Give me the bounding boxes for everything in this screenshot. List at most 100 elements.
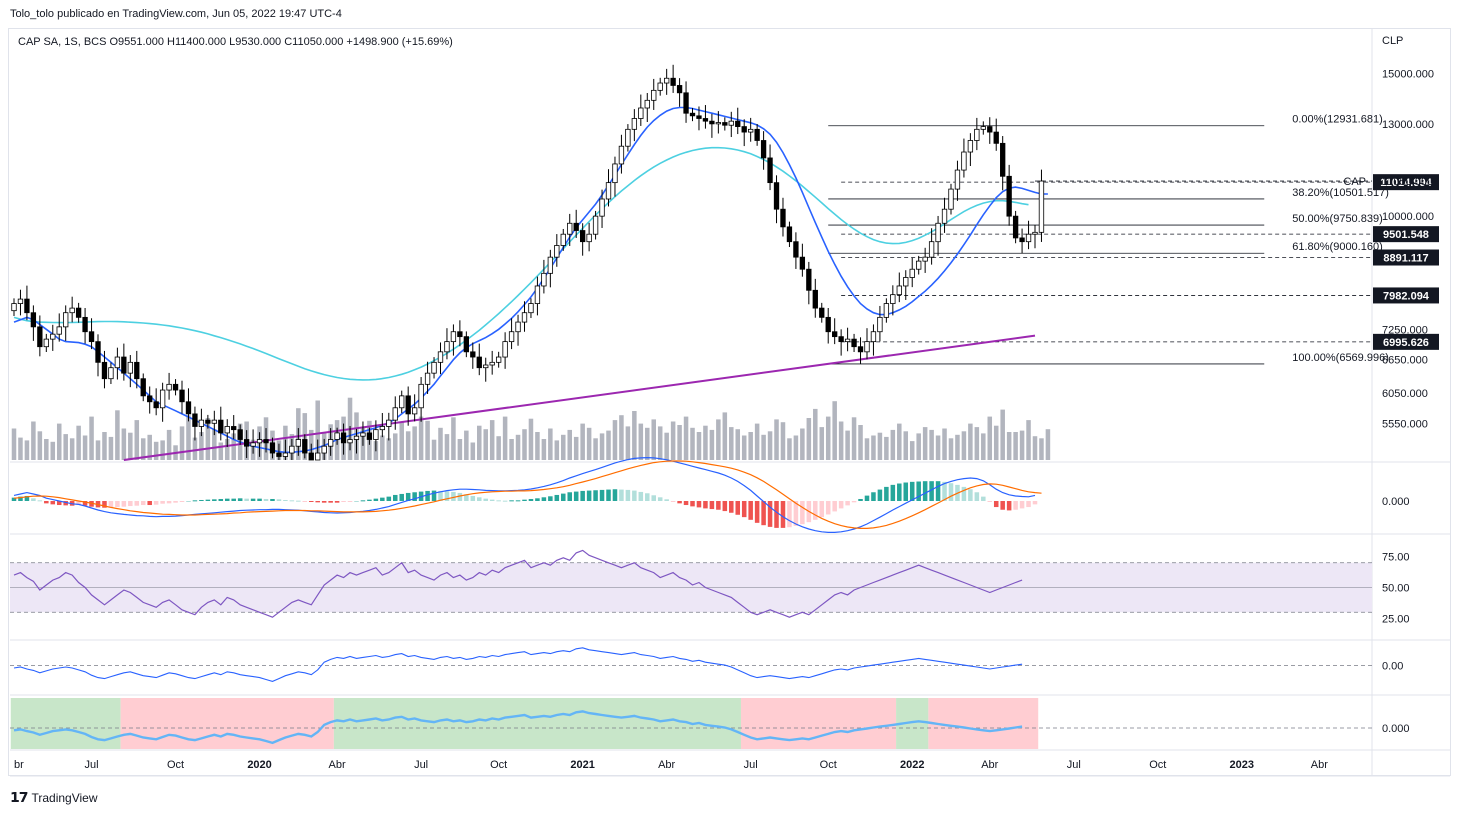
candle-body <box>961 151 967 171</box>
candle-body <box>702 118 709 122</box>
candle-body <box>715 122 722 125</box>
macd-histogram-bar <box>392 494 398 501</box>
volume-bar <box>502 416 508 460</box>
candle-body <box>127 361 133 374</box>
volume-bar <box>548 428 553 460</box>
candle-body <box>282 452 289 457</box>
candle-body <box>567 222 573 235</box>
macd-histogram-bar <box>541 497 547 501</box>
candle-body <box>347 439 353 444</box>
macd-histogram-bar <box>192 500 198 502</box>
macd-histogram-bar <box>767 501 773 527</box>
volume-bar <box>76 425 81 460</box>
volume-bar <box>813 408 818 460</box>
candle-body <box>159 389 166 409</box>
time-tick-label: 2023 <box>1230 759 1254 771</box>
tradingview-logo-icon: 𝟭𝟳 <box>10 789 29 805</box>
macd-histogram-bar <box>231 498 236 501</box>
candle-body <box>237 429 243 440</box>
price-tick-label: 6050.000 <box>1382 388 1428 400</box>
macd-histogram-bar <box>289 500 295 502</box>
macd-histogram-bar <box>561 493 566 501</box>
macd-histogram-bar <box>160 501 165 504</box>
candle-body <box>56 326 62 335</box>
macd-histogram-bar <box>218 498 224 501</box>
volume-bar <box>877 432 883 460</box>
macd-histogram-bar <box>884 486 889 501</box>
volume-bar <box>315 400 320 460</box>
price-line-badge <box>1373 333 1439 350</box>
volume-bar <box>50 441 56 460</box>
candle-body <box>922 256 928 262</box>
macd-histogram-bar <box>82 501 88 506</box>
macd-histogram-bar <box>18 496 23 501</box>
candle-body <box>786 226 793 243</box>
macd-histogram-bar <box>205 499 211 501</box>
time-tick-label: Abr <box>1311 759 1328 771</box>
volume-bar <box>153 441 159 460</box>
macd-histogram-bar <box>619 489 624 501</box>
candle-body <box>470 351 476 358</box>
candle-body <box>890 294 896 304</box>
candle-body <box>295 439 301 447</box>
candle-body <box>903 277 909 287</box>
volume-bar <box>470 442 476 460</box>
macd-histogram-bar <box>405 492 411 501</box>
candle-body <box>392 407 398 421</box>
candle-body <box>75 307 82 318</box>
macd-histogram-bar <box>89 501 94 507</box>
macd-histogram-bar <box>483 498 488 501</box>
candle-body <box>373 429 379 440</box>
candle-body <box>431 361 437 374</box>
candle-body <box>211 419 217 424</box>
time-tick-label: br <box>14 759 24 771</box>
volume-bar <box>457 439 463 460</box>
candle-body <box>411 407 418 415</box>
volume-bar <box>186 415 191 460</box>
macd-histogram-bar <box>257 498 262 501</box>
candle-body <box>457 331 463 338</box>
macd-histogram-bar <box>502 500 508 502</box>
volume-bar <box>573 436 579 460</box>
candle-body <box>935 222 941 243</box>
volume-bar <box>121 428 127 460</box>
volume-bar <box>606 430 611 460</box>
macd-histogram-bar <box>864 495 870 501</box>
candle-body <box>896 285 902 296</box>
time-tick-label: Jul <box>744 759 758 771</box>
volume-bar <box>922 427 928 460</box>
volume-bar <box>399 422 404 460</box>
volume-bar <box>541 439 547 460</box>
volume-bar <box>832 401 837 460</box>
macd-histogram-bar <box>664 499 669 501</box>
candle-body <box>424 372 431 385</box>
volume-bar <box>444 434 450 460</box>
candle-body <box>644 99 650 109</box>
volume-bar <box>735 429 741 460</box>
macd-histogram-bar <box>729 501 734 513</box>
rsi-line <box>13 549 1023 618</box>
macd-histogram-bar <box>212 499 217 501</box>
macd-histogram-bar <box>651 495 657 501</box>
volume-bar <box>1039 438 1044 460</box>
macd-histogram-bar <box>276 499 282 501</box>
volume-bar <box>748 432 753 460</box>
candle-body <box>941 208 948 224</box>
macd-histogram-bar <box>696 501 702 508</box>
candle-body <box>657 82 663 91</box>
macd-histogram-bar <box>250 498 256 501</box>
candle-body <box>851 338 857 348</box>
macd-histogram-bar <box>606 489 611 501</box>
candle-body <box>825 316 831 333</box>
macd-histogram-bar <box>108 501 114 508</box>
volume-bar <box>916 433 921 460</box>
candle-body <box>954 169 961 190</box>
candle-body <box>379 426 385 431</box>
volume-bar <box>981 433 986 460</box>
macd-histogram-bar <box>548 496 553 501</box>
candle-body <box>773 182 780 210</box>
macd-histogram-bar <box>645 493 650 501</box>
volume-bar <box>961 431 967 460</box>
volume-bar <box>115 410 120 460</box>
